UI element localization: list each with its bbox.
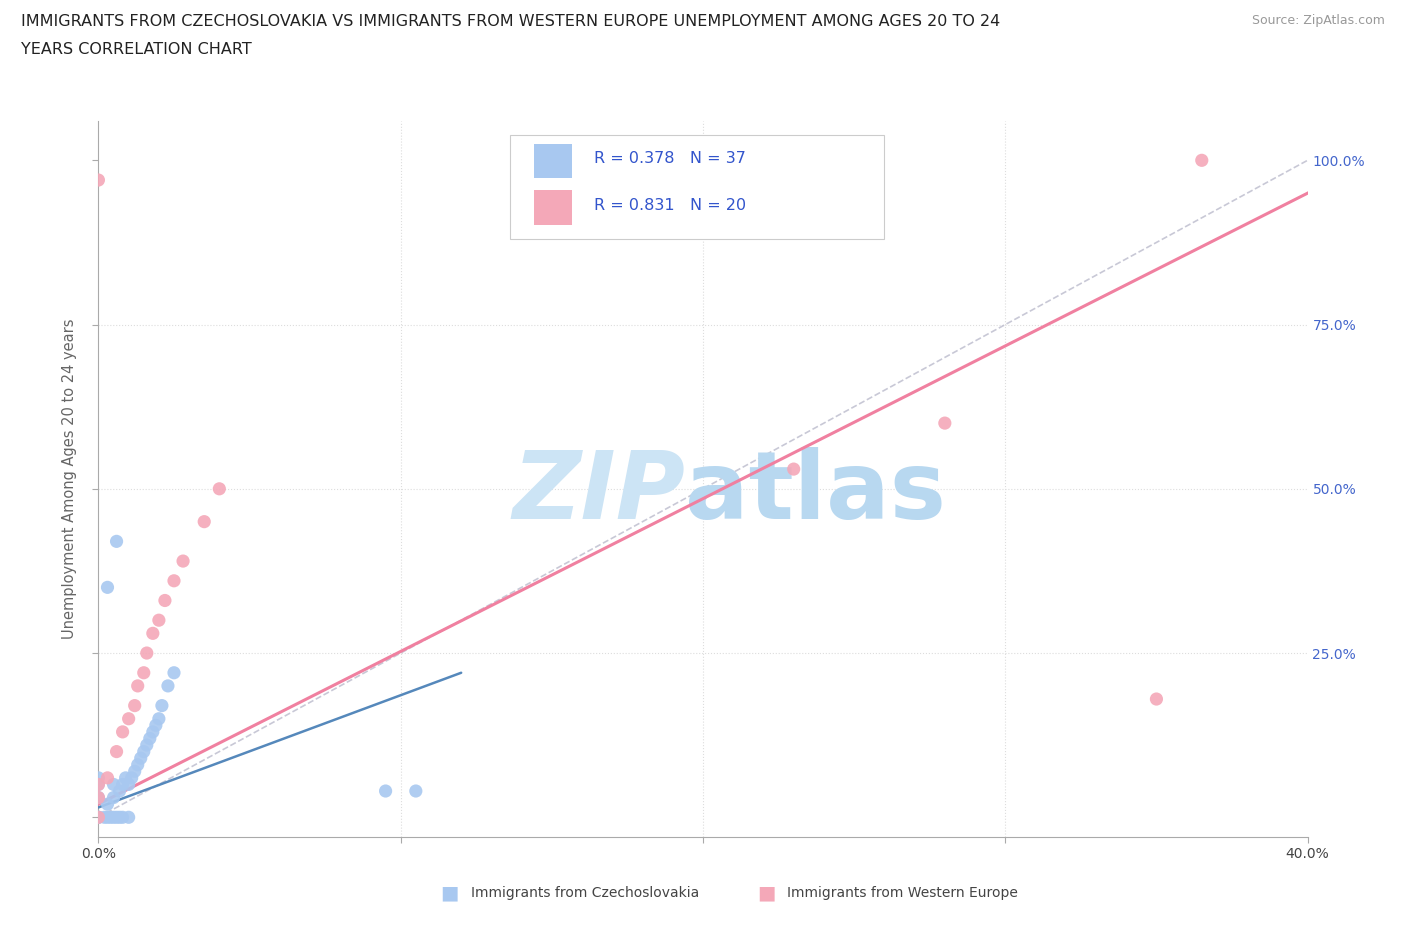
Point xyxy=(139,731,162,746)
Point xyxy=(118,711,141,726)
Text: Immigrants from Czechoslovakia: Immigrants from Czechoslovakia xyxy=(471,885,699,900)
Point xyxy=(108,810,131,825)
Point xyxy=(142,724,165,739)
Point xyxy=(87,777,110,791)
Point xyxy=(105,744,128,759)
Point xyxy=(96,797,118,812)
Point xyxy=(87,777,110,791)
Point xyxy=(208,482,231,497)
Point xyxy=(105,534,128,549)
Point xyxy=(87,790,110,805)
Point xyxy=(127,679,149,694)
Point xyxy=(1191,153,1213,167)
Point xyxy=(163,665,186,680)
Point xyxy=(156,679,179,694)
Text: atlas: atlas xyxy=(685,447,946,539)
Text: ■: ■ xyxy=(756,884,776,902)
Point xyxy=(118,777,141,791)
Text: IMMIGRANTS FROM CZECHOSLOVAKIA VS IMMIGRANTS FROM WESTERN EUROPE UNEMPLOYMENT AM: IMMIGRANTS FROM CZECHOSLOVAKIA VS IMMIGR… xyxy=(21,14,1000,29)
Point xyxy=(150,698,173,713)
Text: Immigrants from Western Europe: Immigrants from Western Europe xyxy=(787,885,1018,900)
Point xyxy=(405,784,427,799)
Point xyxy=(124,698,146,713)
Text: YEARS CORRELATION CHART: YEARS CORRELATION CHART xyxy=(21,42,252,57)
Point xyxy=(87,173,110,188)
Point xyxy=(111,777,134,791)
Point xyxy=(118,810,141,825)
Y-axis label: Unemployment Among Ages 20 to 24 years: Unemployment Among Ages 20 to 24 years xyxy=(62,319,77,639)
Point xyxy=(87,790,110,805)
Point xyxy=(108,784,131,799)
Point xyxy=(934,416,956,431)
Point xyxy=(93,810,115,825)
Point xyxy=(96,810,118,825)
Point xyxy=(111,810,134,825)
Point xyxy=(374,784,396,799)
Point xyxy=(87,810,110,825)
Point xyxy=(87,810,110,825)
Point xyxy=(148,711,170,726)
Point xyxy=(129,751,152,765)
Point xyxy=(142,626,165,641)
FancyBboxPatch shape xyxy=(534,191,572,225)
Point xyxy=(103,790,125,805)
Point xyxy=(163,573,186,588)
Point xyxy=(87,770,110,785)
Text: ZIP: ZIP xyxy=(512,447,685,539)
Point xyxy=(103,810,125,825)
Point xyxy=(1144,692,1167,707)
Point xyxy=(193,514,215,529)
Point xyxy=(105,810,128,825)
Point xyxy=(145,718,167,733)
Point xyxy=(135,645,157,660)
Point xyxy=(132,744,155,759)
Point xyxy=(124,764,146,778)
Text: R = 0.831   N = 20: R = 0.831 N = 20 xyxy=(595,198,747,213)
Point xyxy=(96,770,118,785)
Point xyxy=(127,757,149,772)
Point xyxy=(783,461,806,476)
Point xyxy=(100,810,122,825)
Point xyxy=(96,580,118,595)
Point xyxy=(103,777,125,791)
Point xyxy=(121,770,143,785)
Point xyxy=(148,613,170,628)
Point xyxy=(114,770,136,785)
Text: ■: ■ xyxy=(440,884,460,902)
Point xyxy=(132,665,155,680)
FancyBboxPatch shape xyxy=(509,135,884,239)
Point xyxy=(87,810,110,825)
Point xyxy=(153,593,176,608)
Point xyxy=(135,737,157,752)
Point xyxy=(172,553,194,568)
FancyBboxPatch shape xyxy=(534,144,572,179)
Text: Source: ZipAtlas.com: Source: ZipAtlas.com xyxy=(1251,14,1385,27)
Point xyxy=(111,724,134,739)
Text: R = 0.378   N = 37: R = 0.378 N = 37 xyxy=(595,152,747,166)
